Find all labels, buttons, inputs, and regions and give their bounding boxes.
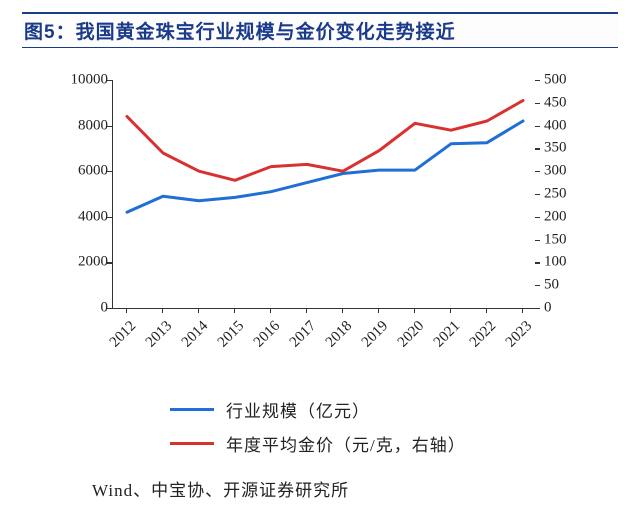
y-left-tick-label: 2000 <box>60 254 108 271</box>
y-left-tick-label: 8000 <box>60 117 108 134</box>
x-tick-label: 2020 <box>395 318 428 351</box>
y-left-tick-mark <box>107 262 112 263</box>
y-right-tick-label: 500 <box>544 72 584 89</box>
y-right-tick-mark <box>535 80 540 81</box>
x-tick-label: 2014 <box>179 318 212 351</box>
y-right-tick-label: 250 <box>544 186 584 203</box>
x-tick-label: 2016 <box>251 318 284 351</box>
series-gold-price <box>127 101 523 181</box>
x-tick-label: 2013 <box>143 318 176 351</box>
x-tick-label: 2019 <box>359 318 392 351</box>
x-tick-label: 2015 <box>215 318 248 351</box>
y-right-tick-label: 200 <box>544 208 584 225</box>
legend-swatch <box>170 442 214 445</box>
y-left-tick-label: 6000 <box>60 163 108 180</box>
x-tick-label: 2022 <box>467 318 500 351</box>
legend-label: 年度平均金价（元/克，右轴） <box>226 431 466 456</box>
y-right-tick-label: 50 <box>544 277 584 294</box>
x-tick-mark <box>270 308 271 313</box>
plot-region <box>112 80 537 309</box>
y-right-tick-mark <box>535 285 540 286</box>
x-tick-mark <box>306 308 307 313</box>
x-tick-label: 2017 <box>287 318 320 351</box>
y-left-tick-label: 10000 <box>60 72 108 89</box>
y-left-tick-mark <box>107 308 112 309</box>
line-series-svg <box>113 80 537 308</box>
legend-item-gold-price: 年度平均金价（元/克，右轴） <box>170 428 530 458</box>
x-tick-label: 2021 <box>431 318 464 351</box>
y-right-tick-label: 350 <box>544 140 584 157</box>
y-right-tick-label: 0 <box>544 300 584 317</box>
x-tick-label: 2012 <box>107 318 140 351</box>
y-right-tick-label: 300 <box>544 163 584 180</box>
chart-area: 0200040006000800010000050100150200250300… <box>60 72 580 352</box>
x-tick-mark <box>162 308 163 313</box>
x-tick-mark <box>486 308 487 313</box>
y-right-tick-mark <box>535 103 540 104</box>
y-left-tick-mark <box>107 126 112 127</box>
x-tick-mark <box>450 308 451 313</box>
y-right-tick-label: 400 <box>544 117 584 134</box>
source-text: Wind、中宝协、开源证券研究所 <box>92 476 349 501</box>
x-tick-mark <box>522 308 523 313</box>
legend-label: 行业规模（亿元） <box>226 397 370 422</box>
legend-swatch <box>170 408 214 411</box>
y-right-tick-mark <box>535 148 540 149</box>
y-right-tick-mark <box>535 308 540 309</box>
y-right-tick-label: 450 <box>544 94 584 111</box>
x-tick-mark <box>198 308 199 313</box>
y-right-tick-mark <box>535 126 540 127</box>
x-tick-mark <box>378 308 379 313</box>
x-tick-mark <box>126 308 127 313</box>
y-left-tick-mark <box>107 80 112 81</box>
x-tick-label: 2018 <box>323 318 356 351</box>
x-tick-mark <box>342 308 343 313</box>
y-right-tick-mark <box>535 240 540 241</box>
title-bar: 图5：我国黄金珠宝行业规模与金价变化走势接近 <box>22 12 618 48</box>
y-right-tick-label: 150 <box>544 231 584 248</box>
y-right-tick-mark <box>535 194 540 195</box>
y-left-tick-label: 0 <box>60 300 108 317</box>
y-right-tick-mark <box>535 171 540 172</box>
figure-container: 图5：我国黄金珠宝行业规模与金价变化走势接近 02000400060008000… <box>0 0 640 511</box>
y-right-tick-mark <box>535 217 540 218</box>
legend: 行业规模（亿元） 年度平均金价（元/克，右轴） <box>170 394 530 462</box>
x-tick-mark <box>234 308 235 313</box>
figure-title: 图5：我国黄金珠宝行业规模与金价变化走势接近 <box>24 17 456 44</box>
y-right-tick-label: 100 <box>544 254 584 271</box>
y-right-tick-mark <box>535 262 540 263</box>
y-left-tick-label: 4000 <box>60 208 108 225</box>
x-tick-label: 2023 <box>503 318 536 351</box>
x-tick-mark <box>414 308 415 313</box>
legend-item-industry-scale: 行业规模（亿元） <box>170 394 530 424</box>
y-left-tick-mark <box>107 171 112 172</box>
y-left-tick-mark <box>107 217 112 218</box>
